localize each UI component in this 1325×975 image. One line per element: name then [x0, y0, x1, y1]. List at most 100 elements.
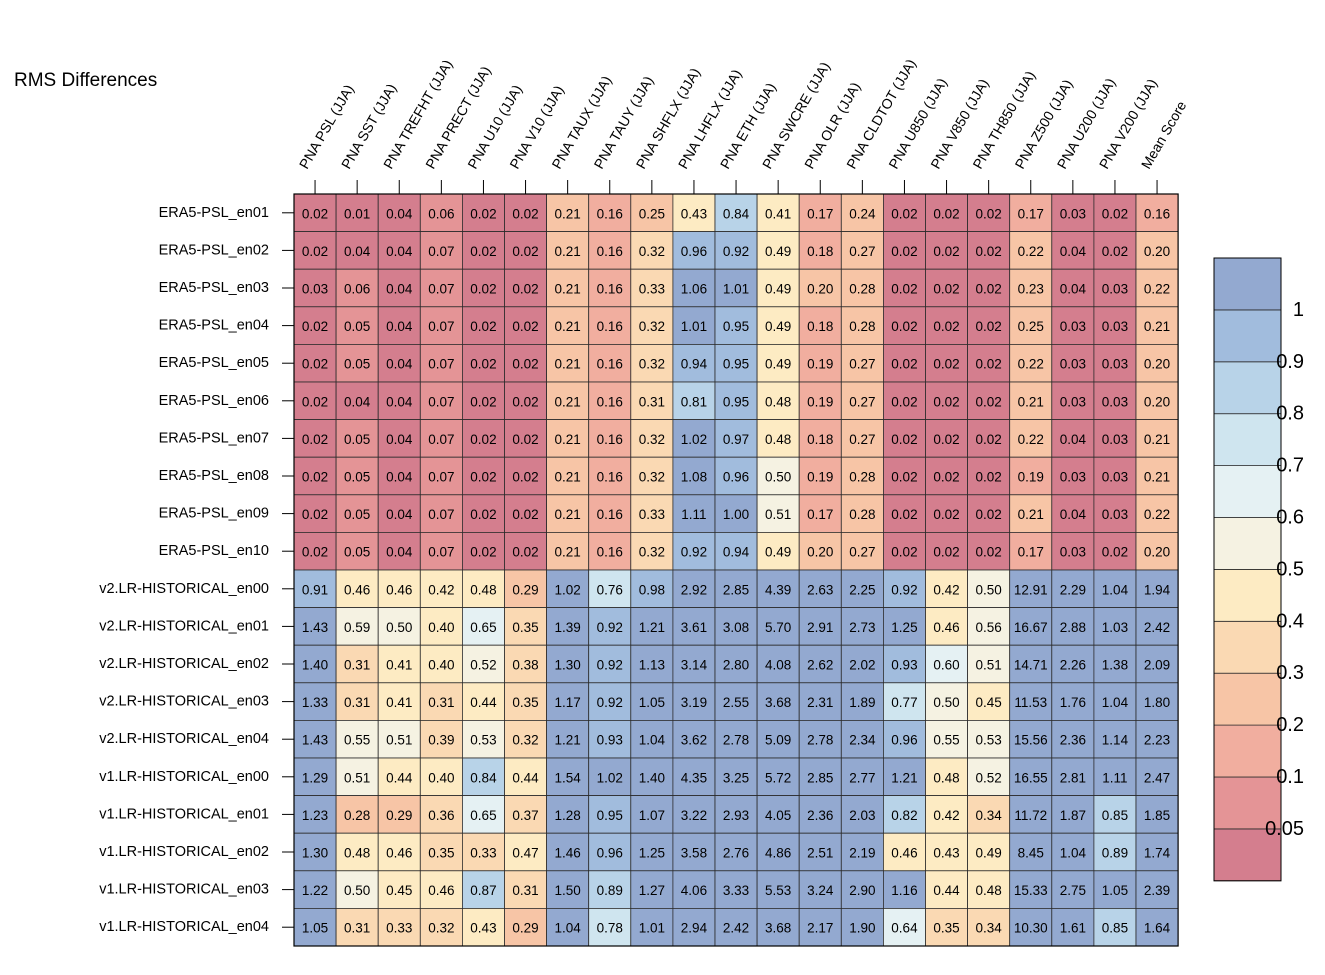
cell-value: 0.02	[470, 319, 496, 334]
heatmap-cell	[714, 456, 758, 496]
cell-value: 8.45	[1018, 846, 1044, 861]
cell-value: 0.51	[765, 507, 791, 522]
cell-value: 1.04	[639, 733, 666, 748]
row-label: v2.LR-HISTORICAL_en00	[99, 581, 269, 597]
cell-value: 0.24	[849, 206, 876, 221]
heatmap-cell	[504, 682, 547, 721]
cell-value: 1.05	[1102, 883, 1128, 898]
cell-value: 2.03	[849, 808, 875, 823]
cell-value: 0.02	[976, 545, 1002, 560]
heatmap-cell	[883, 381, 926, 420]
cell-value: 0.27	[849, 432, 875, 447]
heatmap-cell	[714, 268, 758, 308]
heatmap-cell	[840, 193, 884, 232]
colorbar-segment	[1213, 257, 1282, 311]
cell-value: 0.46	[933, 620, 959, 635]
heatmap-cell	[377, 231, 421, 270]
cell-value: 1.04	[1060, 846, 1087, 861]
heatmap-cell	[1051, 832, 1095, 872]
heatmap-cell	[461, 569, 505, 608]
cell-value: 0.07	[428, 394, 454, 409]
heatmap-cell	[1009, 231, 1053, 270]
cell-value: 0.02	[976, 394, 1002, 409]
cell-value: 14.71	[1014, 658, 1048, 673]
heatmap-cell	[672, 268, 716, 308]
cell-value: 0.37	[512, 808, 538, 823]
heatmap-cell	[419, 231, 463, 270]
cell-value: 0.03	[1102, 432, 1128, 447]
heatmap-cell	[1093, 231, 1137, 270]
colorbar-label: 0.2	[1276, 714, 1304, 736]
heatmap-cell	[883, 644, 926, 684]
heatmap-cell	[1051, 343, 1095, 383]
cell-value: 2.76	[723, 846, 749, 861]
heatmap-cell	[798, 419, 842, 458]
heatmap-cell	[756, 193, 800, 232]
heatmap-cell	[504, 193, 547, 232]
cell-value: 0.02	[470, 206, 496, 221]
colorbar-segment	[1213, 672, 1282, 726]
colorbar-segment	[1213, 517, 1282, 570]
heatmap-cell	[1093, 381, 1137, 420]
cell-value: 0.02	[933, 206, 959, 221]
cell-value: 0.42	[933, 808, 959, 823]
cell-value: 0.43	[681, 206, 707, 221]
cell-value: 0.22	[1018, 357, 1044, 372]
heatmap-cell	[967, 870, 1011, 909]
cell-value: 0.36	[428, 808, 454, 823]
heatmap-cell	[1135, 532, 1179, 571]
cell-value: 2.42	[1144, 620, 1170, 635]
cell-value: 0.49	[976, 846, 1002, 861]
cell-value: 0.96	[723, 470, 749, 485]
cell-value: 0.46	[344, 582, 370, 597]
heatmap-cell	[840, 644, 884, 684]
cell-value: 4.86	[765, 846, 791, 861]
cell-value: 0.50	[386, 620, 412, 635]
row-label: ERA5-PSL_en01	[159, 205, 269, 221]
cell-value: 1.04	[555, 921, 582, 936]
heatmap-cell	[504, 720, 547, 759]
heatmap-cell	[883, 193, 926, 232]
cell-value: 12.91	[1014, 582, 1048, 597]
heatmap-cell	[377, 832, 421, 872]
cell-value: 0.46	[386, 846, 412, 861]
heatmap-cell	[925, 494, 968, 533]
heatmap-cell	[798, 607, 842, 646]
cell-value: 0.02	[470, 357, 496, 372]
heatmap-cell	[1051, 870, 1095, 909]
heatmap-cell	[377, 456, 421, 496]
cell-value: 3.25	[723, 770, 749, 785]
cell-value: 0.95	[723, 394, 749, 409]
heatmap-cell	[588, 419, 632, 458]
cell-value: 5.72	[765, 770, 791, 785]
heatmap-cell	[840, 306, 884, 345]
cell-value: 0.33	[639, 282, 665, 297]
heatmap-cell	[293, 343, 337, 383]
heatmap-cell	[798, 343, 842, 383]
heatmap-cell	[1093, 832, 1137, 872]
cell-value: 0.03	[302, 282, 328, 297]
cell-value: 0.16	[597, 206, 623, 221]
cell-value: 0.21	[555, 282, 581, 297]
heatmap-cell	[883, 757, 926, 796]
cell-value: 0.84	[470, 770, 497, 785]
cell-value: 1.25	[639, 846, 665, 861]
cell-value: 0.02	[891, 432, 917, 447]
heatmap-cell	[714, 607, 758, 646]
cell-value: 0.19	[1018, 470, 1044, 485]
heatmap-cell	[672, 494, 716, 533]
row-label: v1.LR-HISTORICAL_en00	[99, 769, 269, 785]
heatmap-cell	[756, 607, 800, 646]
heatmap-cell	[630, 720, 674, 759]
cell-value: 1.04	[1102, 695, 1129, 710]
cell-value: 0.21	[555, 357, 581, 372]
cell-value: 0.02	[512, 394, 538, 409]
heatmap-cell	[798, 795, 842, 834]
cell-value: 3.33	[723, 883, 749, 898]
cell-value: 2.47	[1144, 770, 1170, 785]
cell-value: 4.05	[765, 808, 791, 823]
cell-value: 0.93	[597, 733, 623, 748]
cell-value: 0.41	[386, 658, 412, 673]
cell-value: 1.11	[681, 507, 706, 522]
cell-value: 0.03	[1102, 507, 1128, 522]
